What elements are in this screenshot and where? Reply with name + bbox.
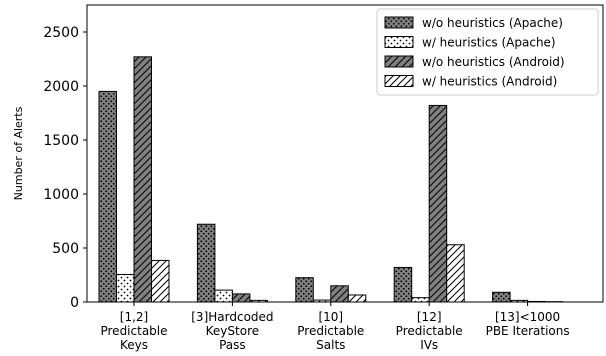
y-tick-label: 0: [70, 295, 79, 311]
bar-4-1: [151, 259, 170, 303]
bar-1-5: [492, 291, 511, 303]
bar-1-3: [295, 277, 314, 303]
x-tick-label: KeyStore: [206, 324, 259, 338]
x-tick-label: [13]<1000: [495, 310, 560, 324]
x-tick-label: PBE Iterations: [486, 324, 570, 338]
bar-1-1: [98, 90, 117, 303]
bars-layer: [98, 56, 564, 303]
bar-4-3: [347, 294, 367, 303]
legend-swatch: [384, 16, 414, 29]
legend-swatch: [384, 55, 414, 68]
y-axis-label: Number of Alerts: [12, 106, 25, 200]
bar-1-2: [196, 223, 216, 303]
legend-swatch: [384, 75, 414, 87]
bar-3-3: [330, 285, 349, 303]
bar-3-2: [231, 293, 251, 303]
x-tick-label: Salts: [316, 338, 345, 352]
x-tick-label: IVs: [420, 338, 438, 352]
x-tick-label: [12]: [417, 310, 442, 324]
x-tick-label: [10]: [318, 310, 343, 324]
bar-4-4: [446, 244, 465, 303]
legend-label: w/ heuristics (Android): [422, 75, 557, 89]
legend-label: w/o heuristics (Apache): [422, 16, 563, 30]
y-tick-label: 500: [52, 241, 79, 257]
x-tick-label: [3]Hardcoded: [191, 310, 273, 324]
x-tick-label: Predictable: [297, 324, 364, 338]
x-axis: [1,2]PredictableKeys[3]HardcodedKeyStore…: [100, 302, 570, 352]
x-tick-label: Keys: [120, 338, 148, 352]
legend-swatch: [384, 36, 414, 48]
x-tick-label: Predictable: [100, 324, 167, 338]
y-tick-label: 2500: [43, 25, 79, 41]
plot-frame: [86, 4, 604, 303]
bar-2-1: [116, 273, 135, 303]
y-axis: 0 500 1000 1500 2000 2500: [43, 25, 87, 311]
bar-2-2: [214, 289, 233, 303]
bar-3-4: [428, 104, 448, 303]
y-tick-label: 2000: [43, 79, 79, 95]
y-tick-label: 1000: [43, 187, 79, 203]
legend: w/o heuristics (Apache) w/ heuristics (Ap…: [376, 8, 599, 96]
bar-1-4: [393, 266, 413, 303]
x-tick-label: Predictable: [396, 324, 463, 338]
y-tick-label: 1500: [43, 133, 79, 149]
bar-3-1: [133, 56, 152, 303]
bar-2-4: [411, 297, 430, 303]
legend-label: w/ heuristics (Apache): [422, 36, 556, 50]
x-tick-label: Pass: [219, 338, 246, 352]
legend-label: w/o heuristics (Android): [422, 55, 565, 69]
legend-box: [376, 8, 599, 96]
x-tick-label: [1,2]: [120, 310, 148, 324]
